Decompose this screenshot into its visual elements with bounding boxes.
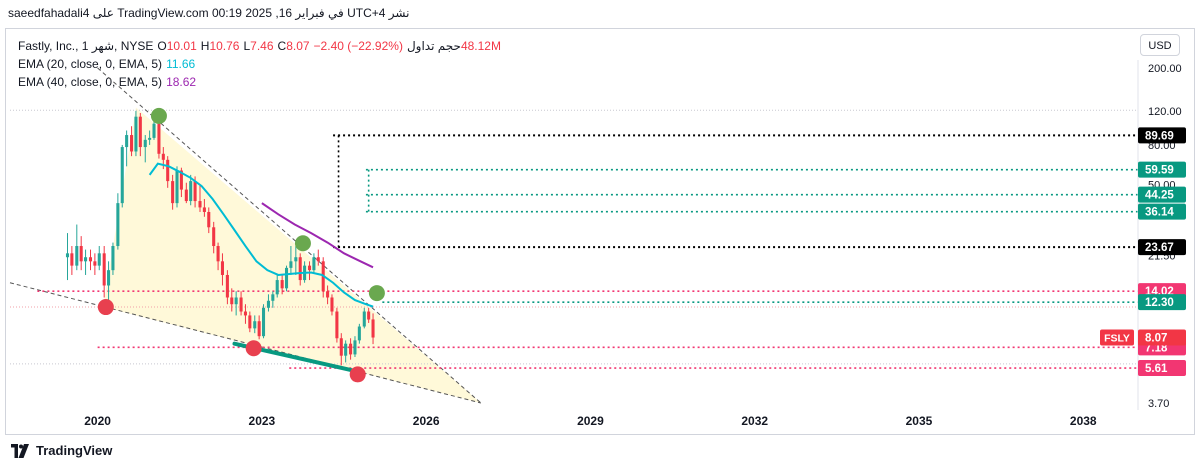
low-value: 7.46	[250, 39, 274, 53]
chart-legend: Fastly, Inc., 1 شهر, NYSE O 10.01 H 10.76 …	[18, 37, 501, 91]
ema20-label: EMA (20, close, 0, EMA, 5)	[18, 57, 163, 71]
ema20-row[interactable]: EMA (20, close, 0, EMA, 5) 11.66	[18, 55, 501, 73]
currency-button[interactable]: USD	[1140, 34, 1180, 56]
open-value: 10.01	[166, 39, 197, 53]
brand-name: TradingView	[36, 443, 113, 458]
chart-frame[interactable]	[5, 28, 1195, 435]
volume-value: 48.12M	[460, 39, 501, 53]
ema20-value: 11.66	[166, 57, 196, 71]
brand-footer[interactable]: TradingView	[10, 443, 112, 458]
publish-info: saeedfahadali4 على TradingView.com في فب…	[8, 6, 410, 20]
high-value: 10.76	[209, 39, 240, 53]
volume-label: حجم تداول	[406, 39, 461, 53]
symbol-title[interactable]: Fastly, Inc., 1 شهر, NYSE	[18, 39, 154, 53]
tradingview-logo-icon	[11, 443, 29, 458]
ema40-row[interactable]: EMA (40, close, 0, EMA, 5) 18.62	[18, 73, 501, 91]
open-label: O	[157, 39, 167, 53]
ohlc-row: Fastly, Inc., 1 شهر, NYSE O 10.01 H 10.76 …	[18, 37, 501, 55]
change-value: −2.40 (−22.92%)	[313, 39, 403, 53]
ema40-label: EMA (40, close, 0, EMA, 5)	[18, 75, 163, 89]
low-label: L	[243, 39, 251, 53]
high-label: H	[200, 39, 210, 53]
close-value: 8.07	[286, 39, 310, 53]
close-label: C	[277, 39, 287, 53]
ema40-value: 18.62	[166, 75, 197, 89]
